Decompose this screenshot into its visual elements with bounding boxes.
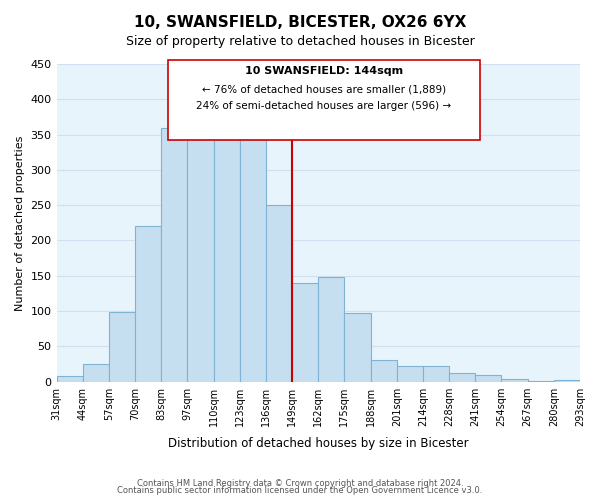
Bar (83, 364, 109, 382)
Text: 10 SWANSFIELD: 144sqm: 10 SWANSFIELD: 144sqm (245, 66, 403, 76)
Bar (161, 128, 187, 382)
Bar (318, 277, 344, 382)
X-axis label: Distribution of detached houses by size in Bicester: Distribution of detached houses by size … (168, 437, 469, 450)
Bar (292, 283, 318, 382)
Bar (475, 374, 502, 382)
Bar (266, 205, 292, 382)
Bar (527, 381, 554, 382)
Text: Contains public sector information licensed under the Open Government Licence v3: Contains public sector information licen… (118, 486, 482, 495)
Text: 10, SWANSFIELD, BICESTER, OX26 6YX: 10, SWANSFIELD, BICESTER, OX26 6YX (134, 15, 466, 30)
Bar (397, 366, 423, 382)
Bar (240, 138, 266, 382)
Bar (423, 366, 449, 382)
Bar (187, 124, 214, 382)
Bar (135, 226, 161, 382)
Bar (56, 376, 83, 382)
Bar (502, 379, 527, 382)
Text: 24% of semi-detached houses are larger (596) →: 24% of semi-detached houses are larger (… (196, 101, 452, 111)
Y-axis label: Number of detached properties: Number of detached properties (15, 135, 25, 310)
Bar (554, 380, 580, 382)
Bar (109, 312, 135, 382)
Text: Size of property relative to detached houses in Bicester: Size of property relative to detached ho… (125, 35, 475, 48)
Text: ← 76% of detached houses are smaller (1,889): ← 76% of detached houses are smaller (1,… (202, 84, 446, 94)
Bar (371, 360, 397, 382)
Bar (344, 313, 371, 382)
Text: Contains HM Land Registry data © Crown copyright and database right 2024.: Contains HM Land Registry data © Crown c… (137, 478, 463, 488)
Bar (214, 131, 240, 382)
Bar (449, 373, 475, 382)
